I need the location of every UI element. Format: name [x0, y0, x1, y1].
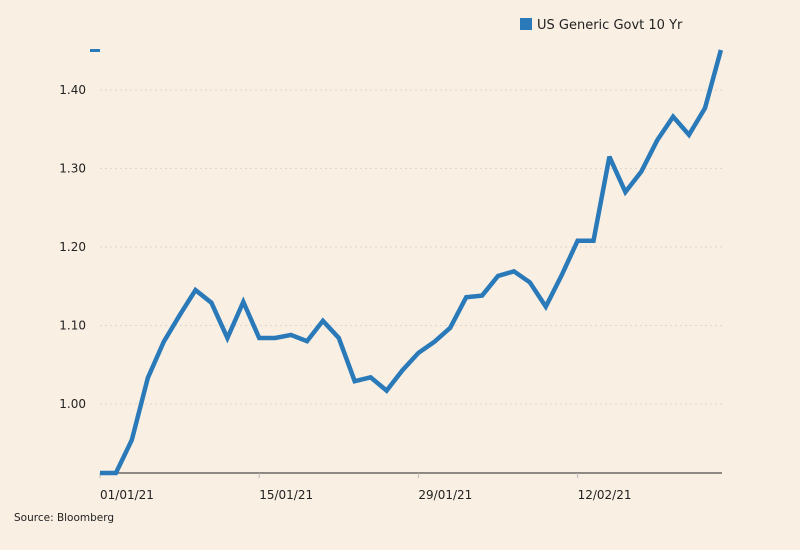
series-line — [100, 49, 724, 476]
y-tick-label: 1.20 — [59, 240, 86, 254]
y-axis-marker — [90, 49, 100, 52]
gridlines — [100, 89, 725, 405]
y-axis: 1.00 1.10 1.20 1.30 1.40 — [59, 83, 86, 411]
y-tick-label: 1.10 — [59, 318, 86, 332]
y-tick-label: 1.30 — [59, 162, 86, 176]
x-tick-label: 15/01/21 — [259, 488, 313, 502]
x-axis: 01/01/21 15/01/21 29/01/21 12/02/21 — [99, 472, 722, 502]
x-tick-label: 01/01/21 — [100, 488, 154, 502]
legend: US Generic Govt 10 Yr — [520, 18, 683, 33]
y-tick-label: 1.00 — [59, 397, 86, 411]
source-note: Source: Bloomberg — [14, 512, 114, 524]
series — [99, 49, 724, 476]
y-tick-label: 1.40 — [59, 83, 86, 97]
legend-label: US Generic Govt 10 Yr — [537, 18, 683, 33]
x-tick-label: 12/02/21 — [578, 488, 632, 502]
legend-swatch — [520, 18, 532, 30]
x-tick-label: 29/01/21 — [418, 488, 472, 502]
